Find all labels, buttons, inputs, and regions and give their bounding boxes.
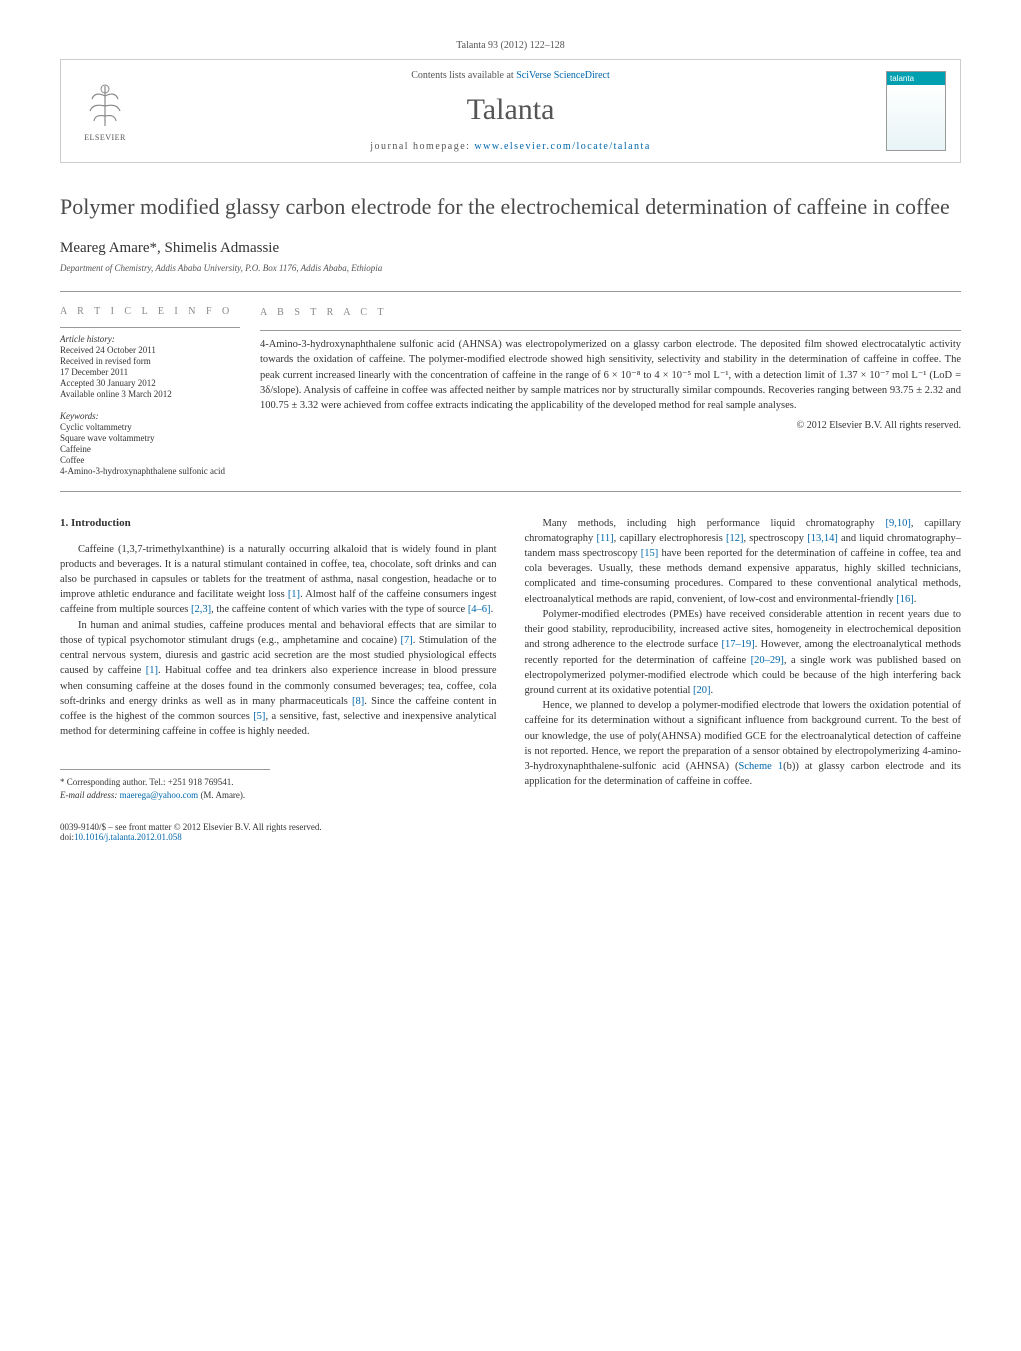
- citation-ref[interactable]: [16]: [896, 594, 914, 605]
- abstract-text: 4-Amino-3-hydroxynaphthalene sulfonic ac…: [260, 337, 961, 413]
- info-rule: [60, 327, 240, 328]
- paragraph: Caffeine (1,3,7-trimethylxanthine) is a …: [60, 542, 497, 618]
- email-link[interactable]: maerega@yahoo.com: [120, 790, 199, 800]
- citation-ref[interactable]: [9,10]: [885, 518, 910, 529]
- right-column: Many methods, including high performance…: [525, 516, 962, 803]
- doi-label: doi:: [60, 832, 74, 842]
- history-item: Received in revised form: [60, 356, 240, 366]
- homepage-link[interactable]: www.elsevier.com/locate/talanta: [474, 141, 650, 152]
- body-columns: 1. Introduction Caffeine (1,3,7-trimethy…: [60, 516, 961, 803]
- journal-cover: talanta: [886, 71, 946, 151]
- citation-ref[interactable]: [12]: [726, 533, 744, 544]
- doi-link[interactable]: 10.1016/j.talanta.2012.01.058: [74, 832, 182, 842]
- footnotes: * Corresponding author. Tel.: +251 918 7…: [60, 769, 270, 802]
- history-item: Accepted 30 January 2012: [60, 378, 240, 388]
- contents-prefix: Contents lists available at: [411, 70, 516, 81]
- doi-line: doi:10.1016/j.talanta.2012.01.058: [60, 832, 961, 842]
- keywords-label: Keywords:: [60, 411, 240, 421]
- affiliation: Department of Chemistry, Addis Ababa Uni…: [60, 263, 961, 273]
- page: Talanta 93 (2012) 122–128 ELSEVIER Conte…: [0, 0, 1021, 882]
- keyword: Cyclic voltammetry: [60, 422, 240, 432]
- info-abstract-row: a r t i c l e i n f o Article history: R…: [60, 306, 961, 477]
- article-title: Polymer modified glassy carbon electrode…: [60, 193, 961, 222]
- divider-mid: [60, 491, 961, 492]
- history-item: Received 24 October 2011: [60, 345, 240, 355]
- citation-ref[interactable]: [17–19]: [721, 639, 754, 650]
- authors: Meareg Amare*, Shimelis Admassie: [60, 240, 961, 257]
- sciverse-link[interactable]: SciVerse ScienceDirect: [516, 70, 610, 81]
- cover-brand: talanta: [887, 72, 945, 85]
- citation-ref[interactable]: [1]: [146, 665, 158, 676]
- copyright: © 2012 Elsevier B.V. All rights reserved…: [260, 419, 961, 434]
- corresponding-author: * Corresponding author. Tel.: +251 918 7…: [60, 776, 270, 789]
- journal-header: ELSEVIER Contents lists available at Sci…: [60, 59, 961, 163]
- left-column: 1. Introduction Caffeine (1,3,7-trimethy…: [60, 516, 497, 803]
- email-suffix: (M. Amare).: [198, 790, 245, 800]
- paragraph: In human and animal studies, caffeine pr…: [60, 618, 497, 740]
- elsevier-text: ELSEVIER: [84, 133, 126, 142]
- email-label: E-mail address:: [60, 790, 120, 800]
- citation-ref[interactable]: [5]: [253, 711, 265, 722]
- paragraph: Polymer-modified electrodes (PMEs) have …: [525, 607, 962, 698]
- abstract: a b s t r a c t 4-Amino-3-hydroxynaphtha…: [260, 306, 961, 477]
- citation: Talanta 93 (2012) 122–128: [60, 40, 961, 51]
- bottom-meta: 0039-9140/$ – see front matter © 2012 El…: [60, 822, 961, 842]
- paragraph: Hence, we planned to develop a polymer-m…: [525, 698, 962, 789]
- history-label: Article history:: [60, 334, 240, 344]
- keyword: Coffee: [60, 455, 240, 465]
- header-center: Contents lists available at SciVerse Sci…: [149, 70, 872, 152]
- keyword: Caffeine: [60, 444, 240, 454]
- info-heading: a r t i c l e i n f o: [60, 306, 240, 317]
- history-item: 17 December 2011: [60, 367, 240, 377]
- citation-ref[interactable]: [4–6]: [468, 604, 491, 615]
- contents-list-line: Contents lists available at SciVerse Sci…: [149, 70, 872, 81]
- citation-ref[interactable]: [1]: [288, 589, 300, 600]
- homepage-line: journal homepage: www.elsevier.com/locat…: [149, 141, 872, 152]
- citation-ref[interactable]: [2,3]: [191, 604, 211, 615]
- abstract-heading: a b s t r a c t: [260, 306, 961, 321]
- journal-name: Talanta: [149, 93, 872, 127]
- citation-ref[interactable]: [20]: [693, 685, 711, 696]
- citation-ref[interactable]: [8]: [352, 696, 364, 707]
- history-item: Available online 3 March 2012: [60, 389, 240, 399]
- elsevier-logo: ELSEVIER: [75, 76, 135, 146]
- citation-ref[interactable]: [20–29]: [751, 655, 784, 666]
- scheme-ref[interactable]: Scheme 1: [739, 761, 784, 772]
- cover-body: [887, 85, 945, 150]
- keyword: Square wave voltammetry: [60, 433, 240, 443]
- divider-top: [60, 291, 961, 292]
- email-line: E-mail address: maerega@yahoo.com (M. Am…: [60, 789, 270, 802]
- abstract-rule: [260, 330, 961, 331]
- front-matter: 0039-9140/$ – see front matter © 2012 El…: [60, 822, 961, 832]
- keyword: 4-Amino-3-hydroxynaphthalene sulfonic ac…: [60, 466, 240, 476]
- section-heading: 1. Introduction: [60, 516, 497, 532]
- elsevier-tree-icon: [80, 81, 130, 131]
- article-info: a r t i c l e i n f o Article history: R…: [60, 306, 260, 477]
- citation-ref[interactable]: [15]: [641, 548, 659, 559]
- citation-ref[interactable]: [7]: [400, 635, 412, 646]
- homepage-prefix: journal homepage:: [370, 141, 474, 152]
- citation-ref[interactable]: [11]: [596, 533, 613, 544]
- paragraph: Many methods, including high performance…: [525, 516, 962, 607]
- citation-ref[interactable]: [13,14]: [807, 533, 838, 544]
